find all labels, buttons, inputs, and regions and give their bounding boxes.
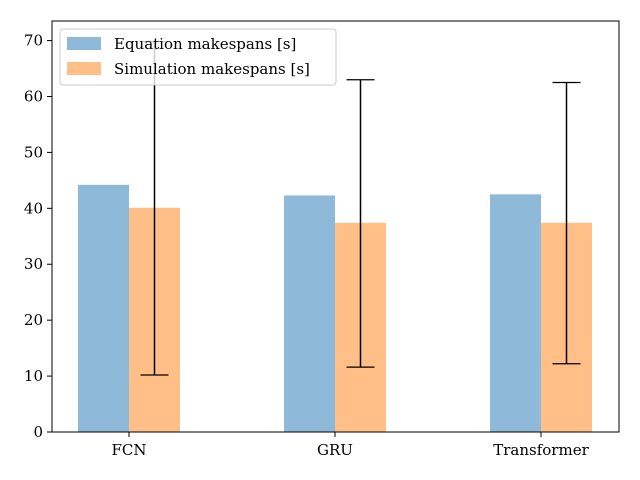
legend-swatch-equation bbox=[67, 37, 101, 50]
bar-equation-transformer bbox=[490, 194, 541, 432]
errorbars-layer bbox=[140, 41, 581, 376]
legend-label-equation: Equation makespans [s] bbox=[114, 35, 296, 53]
x-tick-label-transformer: Transformer bbox=[493, 441, 589, 459]
y-tick-label-10: 10 bbox=[24, 367, 43, 385]
bar-equation-gru bbox=[284, 195, 335, 432]
y-tick-label-20: 20 bbox=[24, 311, 43, 329]
legend-swatch-simulation bbox=[67, 62, 101, 75]
x-tick-label-fcn: FCN bbox=[111, 441, 146, 459]
y-tick-label-30: 30 bbox=[24, 255, 43, 273]
y-tick-label-60: 60 bbox=[24, 87, 43, 105]
bar-equation-fcn bbox=[78, 184, 129, 432]
legend-label-simulation: Simulation makespans [s] bbox=[114, 60, 310, 78]
x-axis: FCN GRU Transformer bbox=[111, 432, 590, 459]
x-tick-label-gru: GRU bbox=[317, 441, 353, 459]
legend: Equation makespans [s] Simulation makesp… bbox=[59, 28, 337, 86]
legend-box bbox=[59, 28, 337, 86]
y-tick-label-40: 40 bbox=[24, 199, 43, 217]
plot-frame bbox=[51, 20, 620, 433]
y-axis: 0 10 20 30 40 50 60 70 bbox=[24, 32, 52, 441]
y-tick-label-0: 0 bbox=[33, 423, 43, 441]
y-tick-label-50: 50 bbox=[24, 143, 43, 161]
y-tick-label-70: 70 bbox=[24, 32, 43, 50]
